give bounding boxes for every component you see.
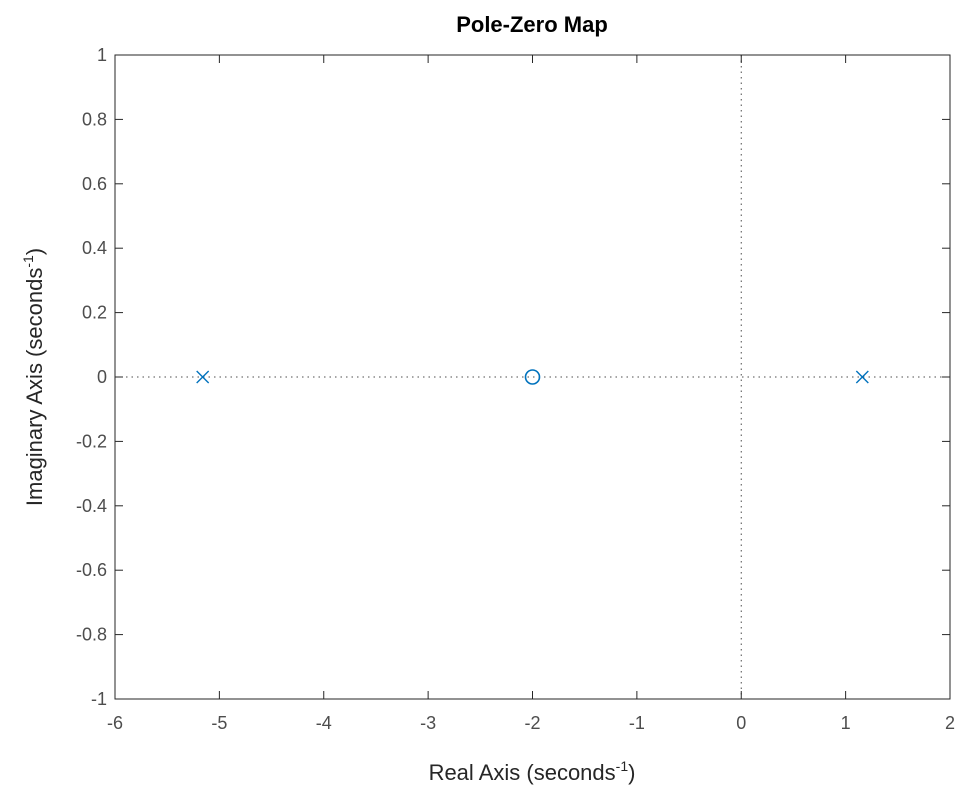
y-axis-label-text: Imaginary Axis (seconds — [22, 268, 47, 506]
y-tick-label: -1 — [91, 689, 107, 709]
y-tick-label: 1 — [97, 45, 107, 65]
zero-marker — [524, 369, 541, 385]
x-ticks: -6 -5 -4 -3 -2 -1 0 1 2 — [107, 55, 955, 733]
x-tick-label: 0 — [736, 713, 746, 733]
y-tick-label: -0.2 — [76, 431, 107, 451]
chart-title: Pole-Zero Map — [456, 12, 608, 37]
x-tick-label: -6 — [107, 713, 123, 733]
pole-marker — [855, 370, 869, 384]
y-tick-label: 0.4 — [82, 238, 107, 258]
y-tick-label: 0.8 — [82, 109, 107, 129]
x-tick-label: -1 — [629, 713, 645, 733]
y-tick-label: -0.4 — [76, 496, 107, 516]
x-tick-label: 2 — [945, 713, 955, 733]
y-tick-label: -0.8 — [76, 625, 107, 645]
y-tick-label: 0.2 — [82, 303, 107, 323]
y-tick-label: 0.6 — [82, 174, 107, 194]
y-ticks: -1 -0.8 -0.6 -0.4 -0.2 0 0.2 0.4 0.6 0.8 1 — [76, 45, 950, 709]
y-tick-label: 0 — [97, 367, 107, 387]
x-axis-label-exponent: -1 — [616, 758, 629, 774]
y-axis-label-close: ) — [22, 248, 47, 255]
x-axis-label-close: ) — [628, 760, 635, 785]
pole-marker — [196, 370, 210, 384]
reference-lines — [115, 55, 950, 699]
x-tick-label: 1 — [841, 713, 851, 733]
x-tick-label: -4 — [316, 713, 332, 733]
y-axis-label: Imaginary Axis (seconds-1) — [20, 248, 47, 506]
x-tick-label: -3 — [420, 713, 436, 733]
x-axis-label: Real Axis (seconds-1) — [429, 758, 636, 785]
x-axis-label-text: Real Axis (seconds — [429, 760, 616, 785]
y-tick-label: -0.6 — [76, 560, 107, 580]
x-tick-label: -2 — [524, 713, 540, 733]
x-tick-label: -5 — [211, 713, 227, 733]
y-axis-label-exponent: -1 — [20, 255, 36, 268]
markers — [196, 369, 869, 385]
